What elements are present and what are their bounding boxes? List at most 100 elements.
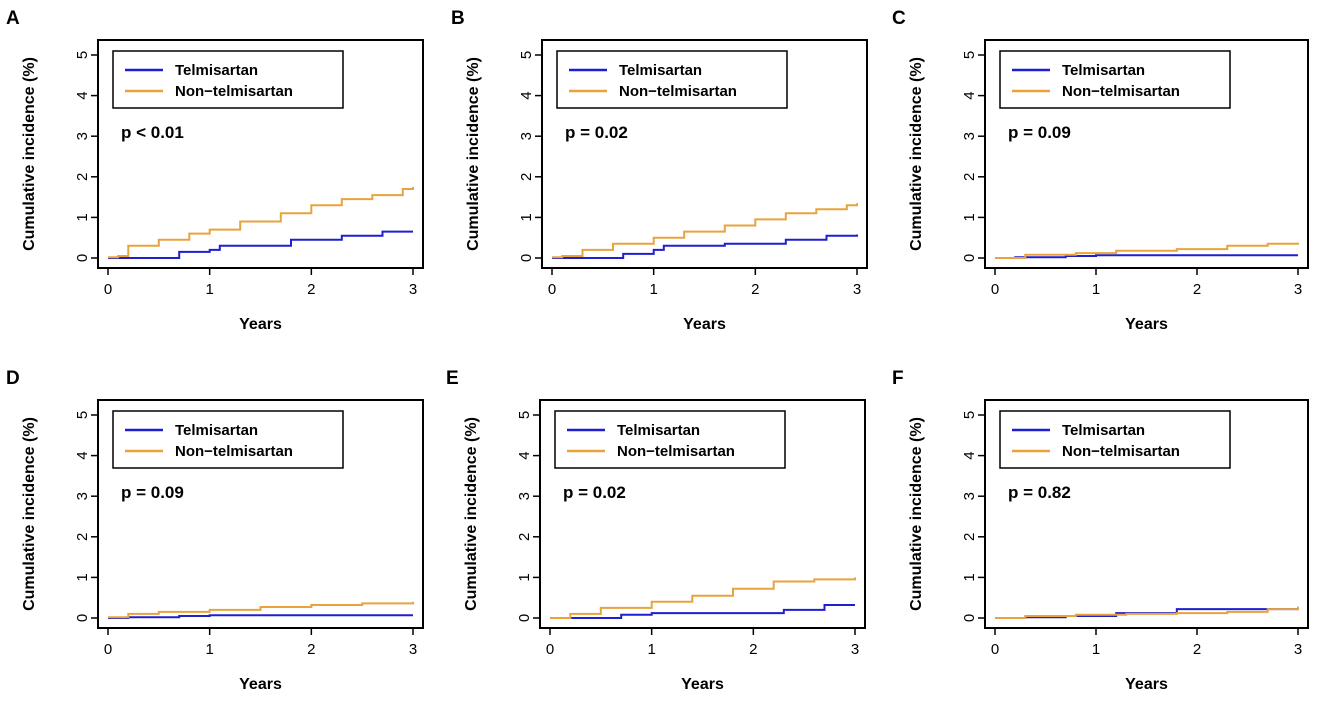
panel-b-frame — [541, 39, 868, 269]
panel-b-ytick-label: 0 — [518, 254, 535, 262]
panel-c-xtick-label: 0 — [991, 281, 999, 298]
panel-b-series-telmisartan — [552, 234, 858, 259]
panel-a-ytick-label: 3 — [74, 132, 91, 140]
panel-a-xtick-label: 0 — [104, 281, 112, 298]
panel-f-ytick-label: 0 — [961, 614, 978, 622]
panel-a-ylabel: Cumulative incidence (%) — [21, 57, 38, 251]
panel-c-legend — [999, 50, 1231, 109]
panel-b-xtick-label: 2 — [751, 281, 759, 298]
panel-e-ylabel: Cumulative incidence (%) — [463, 417, 480, 611]
panel-a-ytick-label: 5 — [74, 51, 91, 59]
panel-b-legend — [556, 50, 788, 109]
panel-e-pvalue: p = 0.02 — [563, 483, 626, 502]
panel-c-xlabel: Years — [1125, 316, 1168, 333]
panel-b-ytick-label: 2 — [518, 173, 535, 181]
panel-d-series-non-telmisartan — [108, 601, 414, 619]
panel-e-ytick-label: 0 — [516, 614, 533, 622]
panel-b-xlabel: Years — [683, 316, 726, 333]
panel-d-ytick-label: 0 — [74, 614, 91, 622]
panel-f-frame — [984, 399, 1309, 629]
panel-e-xtick-label: 1 — [647, 641, 655, 658]
panel-f-xtick-label: 1 — [1092, 641, 1100, 658]
panel-d-xtick-label: 3 — [409, 641, 417, 658]
panel-e-frame — [539, 399, 866, 629]
panel-e-xtick-label: 0 — [546, 641, 554, 658]
panel-d-xtick-label: 2 — [307, 641, 315, 658]
panel-a-ytick-label: 2 — [74, 173, 91, 181]
panel-a-ytick-label: 1 — [74, 213, 91, 221]
panel-e-letter: E — [446, 368, 459, 389]
panel-b-legend-telmisartan: Telmisartan — [619, 62, 702, 79]
panel-e-legend — [554, 410, 786, 469]
panel-e-ytick-label: 3 — [516, 492, 533, 500]
panel-f-ylabel: Cumulative incidence (%) — [908, 417, 925, 611]
panel-e-series-telmisartan — [550, 604, 855, 619]
panel-f-xlabel: Years — [1125, 676, 1168, 693]
panel-b-ytick-label: 5 — [518, 51, 535, 59]
panel-f-ytick-label: 3 — [961, 492, 978, 500]
panel-e-ytick-label: 2 — [516, 533, 533, 541]
panel-c-xtick-label: 1 — [1092, 281, 1100, 298]
panel-a-letter: A — [6, 8, 20, 29]
panel-a-frame — [97, 39, 424, 269]
panel-d-legend — [112, 410, 344, 469]
panel-f-ytick-label: 5 — [961, 411, 978, 419]
panel-d-ytick-label: 2 — [74, 533, 91, 541]
panel-e-legend-non-telmisartan: Non−telmisartan — [617, 443, 735, 460]
panel-d-letter: D — [6, 368, 20, 389]
panel-a-legend — [112, 50, 344, 109]
panel-c-frame — [984, 39, 1309, 269]
panel-b-xtick-label: 1 — [649, 281, 657, 298]
panel-f-ytick-label: 1 — [961, 573, 978, 581]
panel-b-ylabel: Cumulative incidence (%) — [465, 57, 482, 251]
panel-c-ytick-label: 0 — [961, 254, 978, 262]
panel-d-xtick-label: 1 — [205, 641, 213, 658]
panel-e-xlabel: Years — [681, 676, 724, 693]
panel-d-ytick-label: 5 — [74, 411, 91, 419]
panel-b-xtick-label: 3 — [853, 281, 861, 298]
panel-e-ytick-label: 4 — [516, 451, 533, 459]
panel-d-legend-telmisartan: Telmisartan — [175, 422, 258, 439]
panel-d-ytick-label: 1 — [74, 573, 91, 581]
panel-c-xtick-label: 3 — [1294, 281, 1302, 298]
panel-c-pvalue: p = 0.09 — [1008, 123, 1071, 142]
panel-b-letter: B — [451, 8, 465, 29]
panel-b-ytick-label: 4 — [518, 91, 535, 99]
panel-f-legend-non-telmisartan: Non−telmisartan — [1062, 443, 1180, 460]
panel-d-series-telmisartan — [108, 614, 413, 619]
panel-a-series-telmisartan — [108, 230, 413, 259]
panel-e-xtick-label: 3 — [851, 641, 859, 658]
panel-e-ytick-label: 1 — [516, 573, 533, 581]
panel-f-xtick-label: 2 — [1193, 641, 1201, 658]
panel-b-ytick-label: 1 — [518, 213, 535, 221]
panel-a-series-non-telmisartan — [108, 186, 414, 259]
panel-e-legend-telmisartan: Telmisartan — [617, 422, 700, 439]
panel-d-frame — [97, 399, 424, 629]
panel-f-letter: F — [892, 368, 904, 389]
panel-c-letter: C — [892, 8, 906, 29]
panel-a-legend-non-telmisartan: Non−telmisartan — [175, 83, 293, 100]
panel-c-ytick-label: 5 — [961, 51, 978, 59]
panel-c-ytick-label: 2 — [961, 173, 978, 181]
panel-c-series-non-telmisartan — [995, 242, 1299, 259]
panel-c-legend-telmisartan: Telmisartan — [1062, 62, 1145, 79]
panel-e-series-non-telmisartan — [550, 577, 856, 619]
panel-b-pvalue: p = 0.02 — [565, 123, 628, 142]
panel-d-ytick-label: 4 — [74, 451, 91, 459]
panel-e-xtick-label: 2 — [749, 641, 757, 658]
panel-b-legend-non-telmisartan: Non−telmisartan — [619, 83, 737, 100]
panel-a-ytick-label: 4 — [74, 91, 91, 99]
panel-c-xtick-label: 2 — [1193, 281, 1201, 298]
panel-c-ytick-label: 4 — [961, 91, 978, 99]
panel-a-xlabel: Years — [239, 316, 282, 333]
panel-d-xtick-label: 0 — [104, 641, 112, 658]
panel-f-legend — [999, 410, 1231, 469]
panel-c-legend-non-telmisartan: Non−telmisartan — [1062, 83, 1180, 100]
panel-b-ytick-label: 3 — [518, 132, 535, 140]
panel-d-pvalue: p = 0.09 — [121, 483, 184, 502]
panel-f-legend-telmisartan: Telmisartan — [1062, 422, 1145, 439]
panel-a-xtick-label: 2 — [307, 281, 315, 298]
panel-c-ytick-label: 3 — [961, 132, 978, 140]
panel-c-ytick-label: 1 — [961, 213, 978, 221]
